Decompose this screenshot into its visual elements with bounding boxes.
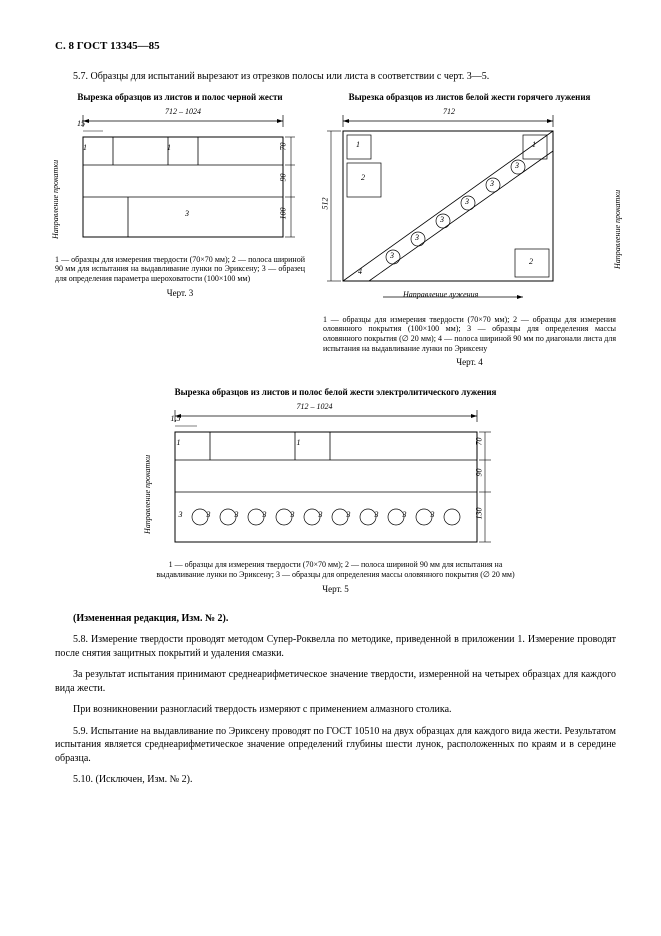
fig5-c4: 3 bbox=[263, 510, 267, 519]
fig5-title: Вырезка образцов из листов и полос белой… bbox=[55, 387, 616, 398]
fig3-d100: 100 bbox=[279, 207, 288, 219]
fig5-c7: 3 bbox=[347, 510, 351, 519]
fig3-title: Вырезка образцов из листов и полос черно… bbox=[55, 92, 305, 103]
figures-row-1: Вырезка образцов из листов и полос черно… bbox=[55, 92, 616, 368]
fig4-vlabel-right: Направление прокатки bbox=[613, 159, 622, 269]
fig4-d512: 512 bbox=[321, 197, 330, 209]
fig4-n3-3: 3 bbox=[440, 215, 444, 224]
page-header: С. 8 ГОСТ 13345—85 bbox=[55, 40, 616, 52]
para-amend: (Измененная редакция, Изм. № 2). bbox=[55, 612, 616, 626]
fig3-svg bbox=[73, 109, 305, 249]
fig5-label: Черт. 5 bbox=[55, 584, 616, 594]
para-5-10: 5.10. (Исключен, Изм. № 2). bbox=[55, 773, 616, 787]
fig5-c1: 3 bbox=[179, 510, 183, 519]
fig4-dim-top: 712 bbox=[443, 107, 455, 116]
fig4-caption: 1 — образцы для измерения твердости (70×… bbox=[323, 315, 616, 353]
fig3-d70: 70 bbox=[279, 142, 288, 150]
fig3-vlabel: Направление прокатки bbox=[51, 149, 60, 239]
fig4-label: Черт. 4 bbox=[323, 357, 616, 367]
fig4-n2b: 2 bbox=[529, 257, 533, 266]
fig4-svg bbox=[323, 109, 578, 309]
fig4-n3-1: 3 bbox=[390, 251, 394, 260]
fig3-d90: 90 bbox=[279, 173, 288, 181]
fig5-dim-15: 1,5 bbox=[171, 414, 181, 423]
fig3-n3: 3 bbox=[185, 209, 189, 218]
fig5-c6: 3 bbox=[319, 510, 323, 519]
fig5-c10: 3 bbox=[431, 510, 435, 519]
fig4-n4: 4 bbox=[358, 267, 362, 276]
para-5-8b: За результат испытания принимают среднеа… bbox=[55, 668, 616, 695]
para-5-8c: При возникновении разногласий твердость … bbox=[55, 703, 616, 717]
fig5-c9: 3 bbox=[403, 510, 407, 519]
fig5-c8: 3 bbox=[375, 510, 379, 519]
fig4-title: Вырезка образцов из листов белой жести г… bbox=[323, 92, 616, 103]
figure-5-block: Вырезка образцов из листов и полос белой… bbox=[55, 387, 616, 593]
fig5-d90: 90 bbox=[474, 469, 483, 477]
fig5-d70: 70 bbox=[474, 438, 483, 446]
fig3-dim-15: 15 bbox=[77, 119, 85, 128]
fig4-n1a: 1 bbox=[356, 140, 360, 149]
fig3-n1a: 1 bbox=[83, 143, 87, 152]
fig5-c5: 3 bbox=[291, 510, 295, 519]
fig4-n1b: 1 bbox=[532, 140, 536, 149]
fig4-n3-5: 3 bbox=[490, 179, 494, 188]
para-5-8: 5.8. Измерение твердости проводят методо… bbox=[55, 633, 616, 660]
fig5-n1a: 1 bbox=[177, 438, 181, 447]
fig5-dim-top: 712 – 1024 bbox=[297, 402, 333, 411]
fig4-n2a: 2 bbox=[361, 173, 365, 182]
para-5-7: 5.7. Образцы для испытаний вырезают из о… bbox=[55, 70, 616, 84]
fig3-label: Черт. 3 bbox=[55, 288, 305, 298]
fig3-caption: 1 — образцы для измерения твердости (70×… bbox=[55, 255, 305, 284]
fig3-dim-top: 712 – 1024 bbox=[165, 107, 201, 116]
fig5-vlabel: Направление прокатки bbox=[143, 434, 152, 534]
fig4-hlabel: Направление лужения bbox=[403, 290, 478, 299]
fig5-c3: 3 bbox=[235, 510, 239, 519]
fig3-n1b: 1 bbox=[167, 143, 171, 152]
para-5-9: 5.9. Испытание на выдавливание по Эриксе… bbox=[55, 725, 616, 766]
fig4-n3-6: 3 bbox=[515, 161, 519, 170]
fig5-caption: 1 — образцы для измерения твердости (70×… bbox=[156, 560, 516, 579]
fig4-n3-2: 3 bbox=[415, 233, 419, 242]
fig5-svg bbox=[165, 404, 507, 554]
fig5-n1b: 1 bbox=[297, 438, 301, 447]
fig4-n3-4: 3 bbox=[465, 197, 469, 206]
fig5-d130: 130 bbox=[474, 508, 483, 520]
fig5-c2: 3 bbox=[207, 510, 211, 519]
